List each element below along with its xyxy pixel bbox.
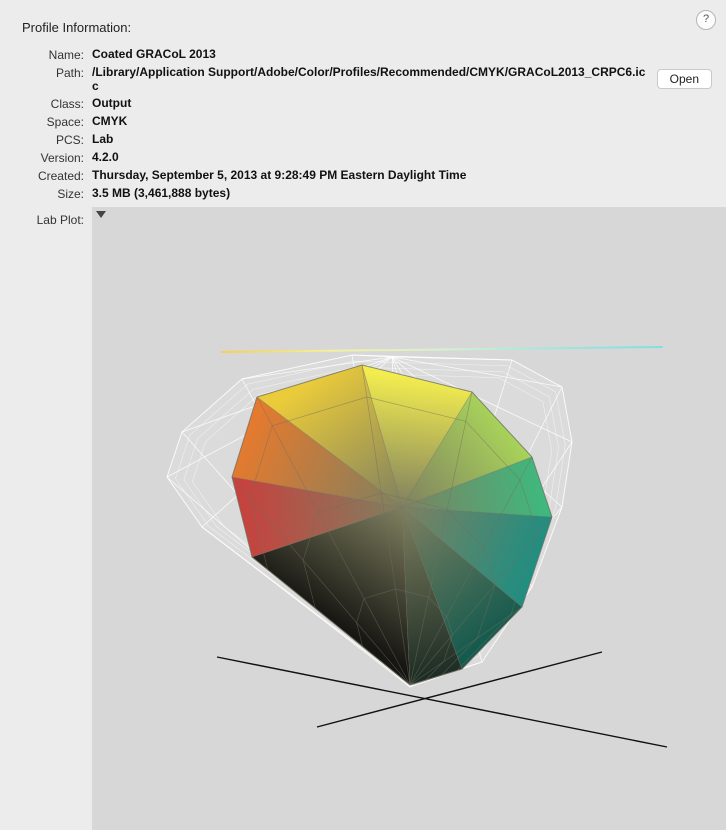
label-size: Size: — [14, 186, 84, 201]
label-space: Space: — [14, 114, 84, 129]
value-name: Coated GRACoL 2013 — [92, 47, 649, 61]
label-path: Path: — [14, 65, 84, 80]
help-button[interactable]: ? — [696, 10, 716, 30]
value-path: /Library/Application Support/Adobe/Color… — [92, 65, 649, 93]
panel-title: Profile Information: — [22, 20, 712, 35]
value-size: 3.5 MB (3,461,888 bytes) — [92, 186, 649, 200]
label-lab-plot: Lab Plot: — [14, 207, 84, 830]
label-version: Version: — [14, 150, 84, 165]
value-created: Thursday, September 5, 2013 at 9:28:49 P… — [92, 168, 649, 182]
profile-info-panel: ? Profile Information: Name: Coated GRAC… — [0, 0, 726, 830]
value-version: 4.2.0 — [92, 150, 649, 164]
lab-plot-svg — [92, 207, 726, 830]
label-pcs: PCS: — [14, 132, 84, 147]
label-class: Class: — [14, 96, 84, 111]
label-name: Name: — [14, 47, 84, 62]
open-button[interactable]: Open — [657, 69, 712, 89]
value-pcs: Lab — [92, 132, 649, 146]
label-created: Created: — [14, 168, 84, 183]
info-table: Name: Coated GRACoL 2013 Path: /Library/… — [14, 47, 712, 201]
lab-plot-area[interactable] — [92, 207, 726, 830]
value-class: Output — [92, 96, 649, 110]
value-space: CMYK — [92, 114, 649, 128]
